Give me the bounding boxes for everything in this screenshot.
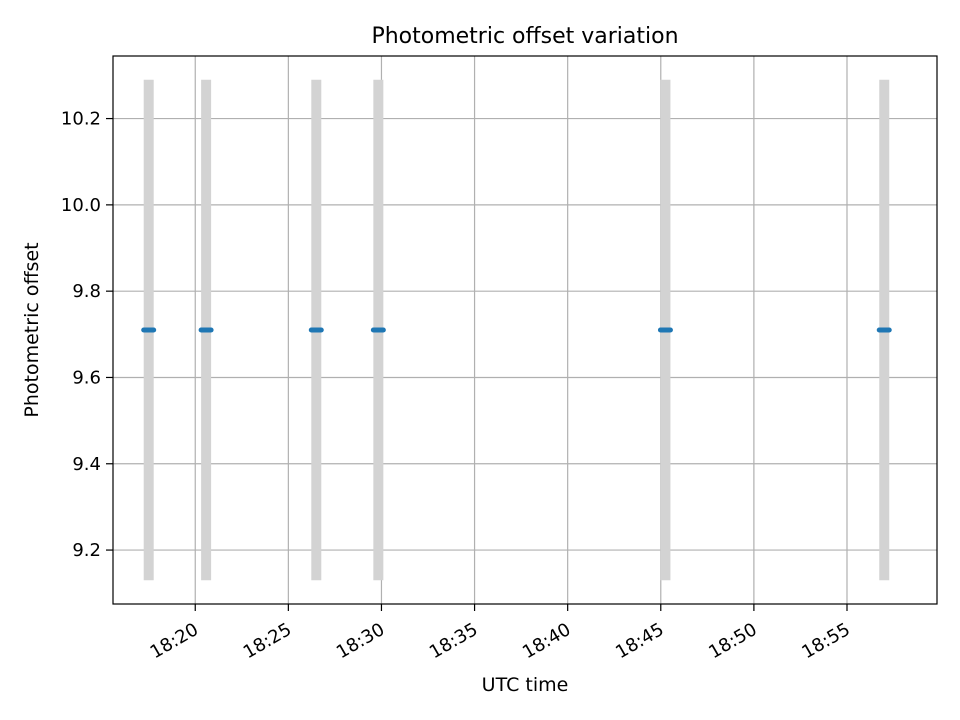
y-tick-label: 10.2: [61, 109, 101, 130]
y-axis-label: Photometric offset: [21, 242, 43, 417]
y-tick-label: 9.4: [72, 454, 101, 475]
y-tick-label: 9.8: [72, 281, 101, 302]
y-tick-label: 9.6: [72, 367, 101, 388]
chart-title: Photometric offset variation: [371, 24, 678, 49]
y-tick-label: 10.0: [61, 195, 101, 216]
y-axis-ticks: 9.2 9.4 9.6 9.8 10.0 10.2: [61, 109, 113, 561]
plot-area-frame: [112, 55, 938, 605]
x-axis-label: UTC time: [482, 674, 569, 696]
y-tick-label: 9.2: [72, 540, 101, 561]
